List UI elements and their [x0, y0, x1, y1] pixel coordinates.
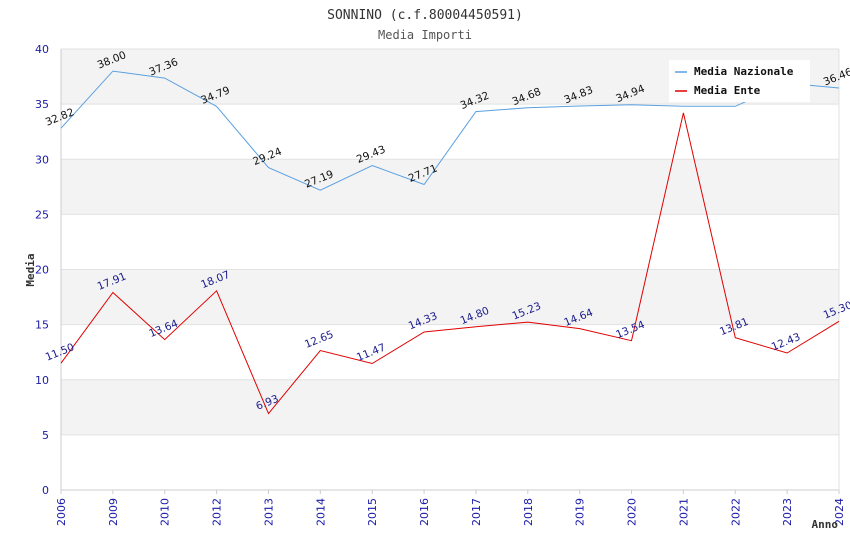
y-tick-label: 20: [35, 264, 49, 277]
chart-title: SONNINO (c.f.80004450591): [327, 8, 523, 23]
x-tick-label: 2017: [470, 498, 483, 526]
data-label: 12.43: [770, 331, 802, 353]
grid-band: [61, 379, 839, 435]
legend-label-media-nazionale: Media Nazionale: [694, 65, 794, 78]
x-tick-label: 2024: [833, 498, 846, 526]
x-tick-label: 2021: [677, 498, 690, 526]
x-tick-label: 2006: [55, 498, 68, 526]
data-label: 12.65: [303, 329, 335, 351]
axes: [60, 49, 840, 494]
x-tick-label: 2015: [366, 498, 379, 526]
x-tick-label: 2019: [574, 498, 587, 526]
grid-band: [61, 159, 839, 215]
data-label: 11.47: [355, 342, 387, 364]
data-label: 11.50: [44, 341, 76, 363]
grid-band: [61, 269, 839, 325]
x-tick-labels: 2006 2009 2010 2012 2013 2014 2015 2016 2017 2018…: [55, 498, 846, 526]
x-tick-label: 2010: [159, 498, 172, 526]
y-tick-label: 30: [35, 153, 49, 166]
y-tick-label: 40: [35, 43, 49, 56]
series-line-media-ente: [60, 112, 840, 415]
y-tick-label: 15: [35, 319, 49, 332]
x-tick-label: 2022: [729, 498, 742, 526]
x-tick-label: 2018: [522, 498, 535, 526]
y-tick-label: 25: [35, 208, 49, 221]
grid-bands: [61, 49, 839, 435]
x-tick-label: 2020: [626, 498, 639, 526]
x-tick-label: 2013: [262, 498, 275, 526]
legend-box: [669, 60, 810, 102]
x-tick-label: 2016: [418, 498, 431, 526]
y-tick-label: 5: [42, 429, 49, 442]
y-tick-label: 0: [42, 484, 49, 497]
y-tick-labels: 0 5 10 15 20 25 30 35 40: [35, 43, 49, 497]
chart-subtitle: Media Importi: [378, 28, 472, 42]
y-axis-label: Media: [24, 253, 37, 286]
x-tick-label: 2012: [211, 498, 224, 526]
y-tick-label: 10: [35, 374, 49, 387]
x-tick-label: 2023: [781, 498, 794, 526]
series-line-media-nazionale: [60, 70, 840, 191]
x-tick-label: 2009: [107, 498, 120, 526]
x-tick-label: 2014: [314, 498, 327, 526]
series-lines: [60, 70, 840, 415]
y-tick-label: 35: [35, 98, 49, 111]
legend: Media Nazionale Media Ente: [669, 60, 810, 102]
x-axis-label: Anno: [812, 518, 839, 531]
legend-label-media-ente: Media Ente: [694, 84, 761, 97]
